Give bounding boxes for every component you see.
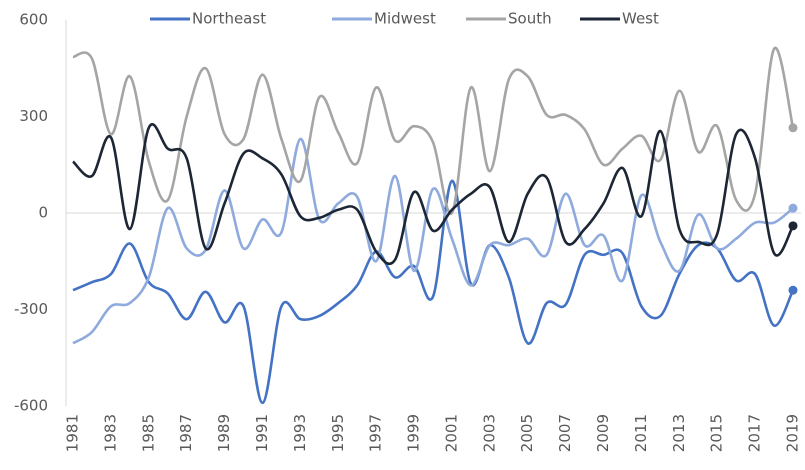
series-line [72,123,795,266]
legend-label: West [622,10,659,28]
end-marker [788,123,798,133]
legend-label: Northeast [192,10,266,28]
x-tick-label: 1983 [101,414,119,452]
x-tick-label: 2003 [480,414,498,452]
x-tick-label: 1981 [64,414,82,452]
series-line [72,46,795,215]
x-tick-label: 1993 [291,414,309,452]
x-tick-label: 1985 [139,414,157,452]
y-tick-label: -300 [14,300,48,318]
x-tick-label: 1989 [215,414,233,452]
x-tick-label: 2005 [518,414,536,452]
x-tick-label: 1987 [177,414,195,452]
x-tick-label: 2011 [632,414,650,452]
x-tick-label: 2015 [708,414,726,452]
y-tick-label: 600 [19,11,48,29]
x-tick-label: 2001 [442,414,460,452]
legend-label: South [508,10,552,28]
x-tick-label: 2013 [670,414,688,452]
y-tick-label: 300 [19,107,48,125]
end-marker [788,221,798,231]
x-tick-label: 2009 [594,414,612,452]
x-tick-label: 1997 [367,414,385,452]
x-tick-label: 1995 [329,414,347,452]
x-tick-label: 2017 [746,414,764,452]
x-tick-label: 2019 [784,414,802,452]
x-tick-label: 1999 [405,414,423,452]
y-tick-label: 0 [38,204,48,222]
y-tick-label: -600 [14,397,48,415]
series-line [72,179,795,405]
x-tick-label: 2007 [556,414,574,452]
end-marker [788,203,798,213]
legend-label: Midwest [374,10,436,28]
end-marker [788,285,798,295]
x-tick-label: 1991 [253,414,271,452]
